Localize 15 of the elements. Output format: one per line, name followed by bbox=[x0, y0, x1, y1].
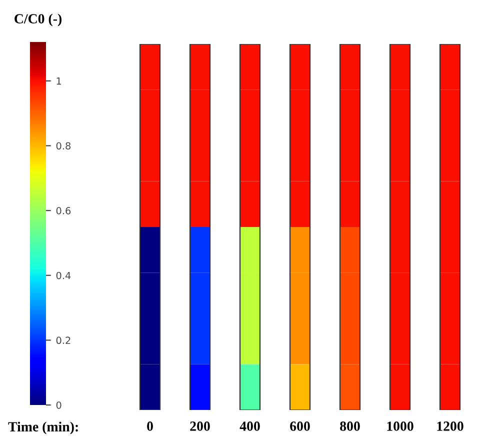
color-bar-label: 0.6 bbox=[56, 207, 71, 214]
x-tick-label: 800 bbox=[340, 422, 360, 431]
x-tick-label: 0 bbox=[147, 422, 153, 431]
color-bar-label: 0 bbox=[56, 401, 62, 409]
x-tick-label: 200 bbox=[190, 422, 210, 431]
x-tick-label: 600 bbox=[290, 422, 310, 431]
color-bar-label: 1 bbox=[56, 78, 62, 85]
x-tick-label: 1200 bbox=[437, 422, 464, 431]
color-bar-label: 0.2 bbox=[56, 336, 70, 344]
color-bar-label: 0.4 bbox=[56, 272, 71, 280]
x-tick-label: 400 bbox=[240, 422, 260, 431]
x-tick-label: 1000 bbox=[387, 422, 414, 431]
color-bar-title: C/C0 (-) bbox=[14, 14, 62, 26]
color-bar-label: 0.8 bbox=[56, 142, 71, 150]
x-axis-title: Time (min): bbox=[8, 422, 78, 434]
